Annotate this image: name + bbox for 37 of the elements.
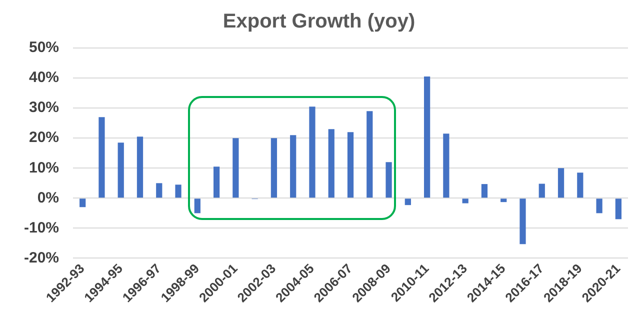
bar — [538, 184, 545, 198]
y-tick-label: -10% — [24, 219, 60, 236]
bar — [520, 198, 526, 244]
bar — [136, 136, 144, 198]
bar — [156, 183, 162, 198]
bar — [309, 106, 316, 198]
bar — [443, 134, 450, 198]
bar — [98, 117, 105, 198]
bar — [118, 142, 124, 198]
bar — [232, 138, 239, 198]
y-tick-label: 40% — [28, 69, 60, 86]
y-tick-label: 50% — [28, 39, 60, 56]
y-tick-label: 30% — [28, 99, 60, 116]
bar — [577, 172, 584, 198]
bar — [366, 111, 373, 198]
y-tick-label: 10% — [28, 159, 60, 176]
bar — [558, 168, 564, 198]
bar — [404, 198, 411, 206]
bar — [175, 184, 182, 198]
bar — [270, 138, 278, 198]
bar — [596, 198, 602, 214]
chart-title: Export Growth (yoy) — [222, 10, 416, 33]
y-tick-label: 20% — [28, 129, 60, 146]
bar — [194, 198, 200, 214]
bar — [328, 129, 334, 198]
bar — [347, 132, 354, 198]
bar — [386, 162, 392, 198]
bar — [481, 184, 488, 198]
bar — [424, 76, 430, 198]
bar — [462, 198, 468, 204]
bar — [290, 135, 296, 198]
bar — [615, 198, 622, 220]
y-tick-label: -20% — [24, 249, 60, 266]
y-tick-label: 0% — [37, 189, 60, 206]
bar — [80, 198, 86, 208]
bar — [213, 166, 220, 198]
bar — [500, 198, 507, 202]
